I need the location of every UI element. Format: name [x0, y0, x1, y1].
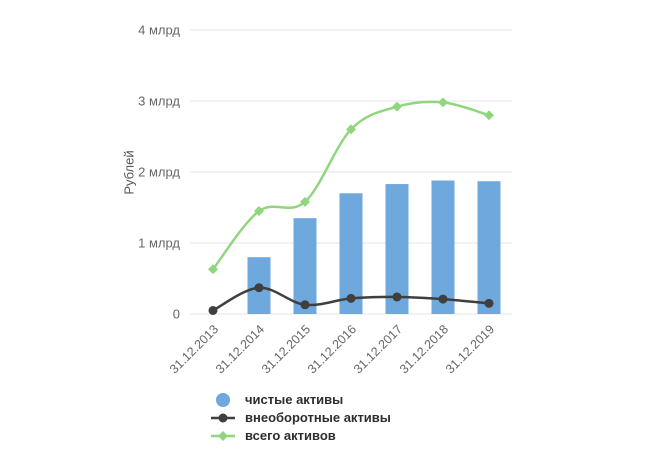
y-tick-label: 2 млрд: [138, 165, 180, 180]
diamond-marker-icon: [438, 97, 448, 108]
diamond-marker-icon: [346, 124, 356, 135]
bar: [339, 193, 363, 314]
legend-circle-icon: [216, 393, 230, 407]
legend-label: внеоборотные активы: [245, 410, 391, 425]
y-tick-label: 3 млрд: [138, 94, 180, 109]
x-tick-label: 31.12.2018: [397, 322, 451, 376]
x-tick-label: 31.12.2015: [259, 322, 313, 376]
y-axis-title-text: Рублей: [121, 149, 137, 195]
dot-marker-icon: [300, 300, 310, 310]
dot-marker-icon: [392, 292, 402, 302]
legend-label: всего активов: [245, 428, 336, 443]
y-tick-label: 1 млрд: [138, 236, 180, 251]
dot-marker-icon: [208, 305, 218, 315]
bar: [293, 218, 317, 314]
x-tick-label: 31.12.2013: [167, 322, 221, 376]
dot-marker-icon: [438, 294, 448, 304]
y-tick-label: 0: [173, 307, 180, 322]
chart-legend: чистые активы внеоборотные активы всего ак…: [210, 393, 391, 443]
bar: [385, 184, 409, 314]
x-tick-label: 31.12.2017: [351, 322, 405, 376]
x-tick-label: 31.12.2014: [213, 322, 267, 376]
diamond-marker-icon: [392, 101, 402, 112]
legend-diamond-line-icon: [211, 431, 235, 441]
dot-marker-icon: [484, 298, 494, 308]
x-tick-label: 31.12.2016: [305, 322, 359, 376]
legend-item-2[interactable]: всего активов: [210, 429, 391, 443]
dot-marker-icon: [346, 293, 356, 303]
y-axis-title: Рублей: [118, 0, 140, 344]
legend-label: чистые активы: [245, 392, 344, 407]
series-line-2: [208, 97, 494, 275]
x-axis-labels: 31.12.201331.12.201431.12.201531.12.2016…: [167, 322, 497, 376]
legend-dot-line-icon: [211, 413, 235, 423]
legend-item-1[interactable]: внеоборотные активы: [210, 411, 391, 425]
bar: [431, 180, 455, 314]
series-line-1: [208, 283, 494, 315]
diamond-marker-icon: [300, 196, 310, 207]
y-tick-label: 4 млрд: [138, 23, 180, 38]
dot-marker-icon: [254, 283, 264, 293]
diamond-marker-icon: [208, 264, 218, 275]
legend-item-0[interactable]: чистые активы: [210, 393, 391, 407]
diamond-marker-icon: [254, 206, 264, 217]
x-tick-label: 31.12.2019: [443, 322, 497, 376]
series-bar-0: [247, 180, 501, 314]
bar: [477, 181, 501, 314]
diamond-marker-icon: [484, 110, 494, 121]
